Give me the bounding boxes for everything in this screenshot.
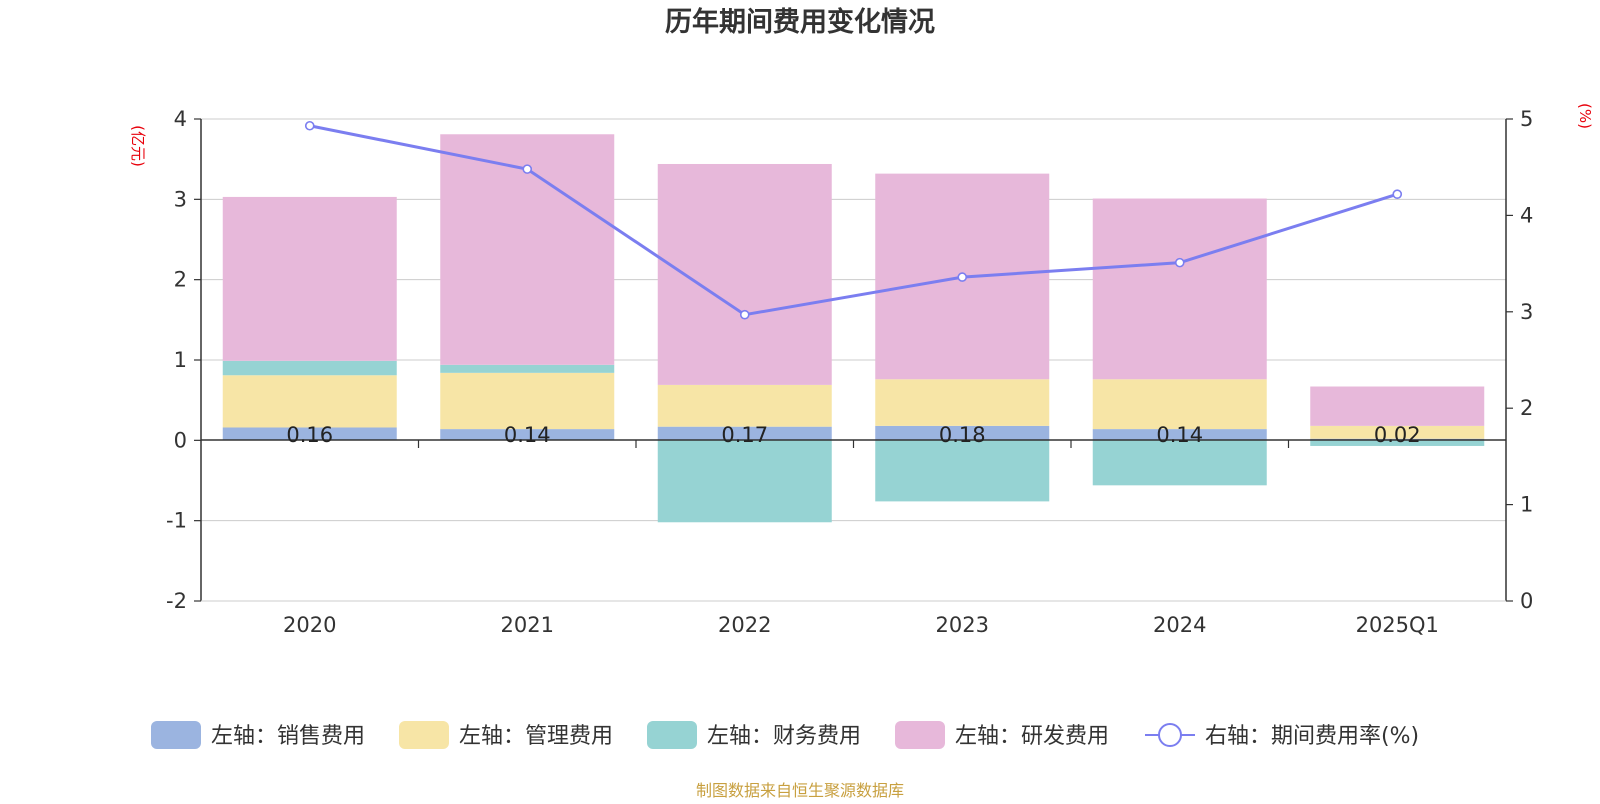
left-axis-unit: (亿元) xyxy=(129,125,147,167)
bar-layer xyxy=(222,134,1485,523)
data-label: 0.14 xyxy=(1156,423,1203,447)
bar-rd xyxy=(222,196,397,361)
bar-sales xyxy=(440,429,615,441)
right-tick-label: 4 xyxy=(1520,203,1533,227)
right-tick-label: 0 xyxy=(1520,589,1533,613)
line-layer xyxy=(304,120,1403,320)
rate-line xyxy=(309,124,1398,317)
legend: 左轴：销售费用 左轴：管理费用 左轴：财务费用 左轴：研发费用 右轴：期间费用率(%) xyxy=(151,721,1419,749)
bar-sales xyxy=(1092,429,1267,441)
left-tick-label: 4 xyxy=(174,107,187,131)
bar-sales xyxy=(875,425,1050,441)
axes-layer: -2 -1 0 1 2 3 4 0 1 2 3 4 5 (亿元) (%) 2020 2021 2022 2023 20… xyxy=(129,103,1594,637)
legend-swatch-admin xyxy=(399,721,449,749)
legend-swatch-marker xyxy=(1158,723,1182,747)
right-tick-label: 2 xyxy=(1520,396,1533,420)
bar-admin xyxy=(657,384,832,427)
right-axis-unit: (%) xyxy=(1576,103,1594,129)
left-tick-label: 0 xyxy=(174,428,187,452)
legend-swatch-sales xyxy=(151,721,201,749)
rate-point xyxy=(1392,189,1403,199)
left-tick-label: -2 xyxy=(166,589,187,613)
legend-label-admin: 左轴：管理费用 xyxy=(459,724,613,749)
bar-finance xyxy=(440,364,615,373)
data-label: 0.16 xyxy=(286,423,333,447)
legend-swatch-rd xyxy=(895,721,945,749)
bar-finance xyxy=(875,440,1050,502)
rate-point xyxy=(739,309,750,320)
bar-finance xyxy=(657,440,832,523)
source-note: 制图数据来自恒生聚源数据库 xyxy=(696,781,904,800)
bar-rd xyxy=(1310,386,1485,426)
right-tick-label: 3 xyxy=(1520,300,1533,324)
rate-point xyxy=(522,164,533,174)
left-tick-label: 2 xyxy=(174,268,187,292)
legend-label-rate: 右轴：期间费用率(%) xyxy=(1205,724,1419,749)
bar-sales xyxy=(222,427,397,441)
right-tick-label: 1 xyxy=(1520,493,1533,517)
x-tick-label: 2022 xyxy=(718,613,771,637)
left-tick-label: 3 xyxy=(174,187,187,211)
x-tick-label: 2024 xyxy=(1153,613,1206,637)
bar-finance xyxy=(1092,440,1267,486)
bar-sales xyxy=(657,426,832,441)
legend-label-finance: 左轴：财务费用 xyxy=(707,724,861,749)
rate-point xyxy=(1174,257,1185,268)
legend-label-rd: 左轴：研发费用 xyxy=(955,724,1109,749)
legend-swatch-finance xyxy=(647,721,697,749)
bar-rd xyxy=(1092,198,1267,380)
data-label-layer: 0.16 0.14 0.17 0.18 0.14 0.02 xyxy=(286,423,1420,447)
data-label: 0.02 xyxy=(1374,423,1421,447)
bar-finance xyxy=(222,360,397,376)
left-tick-label: -1 xyxy=(166,509,187,533)
rate-point xyxy=(304,120,315,131)
rate-point xyxy=(957,272,968,282)
bar-admin xyxy=(1310,425,1485,439)
chart-title: 历年期间费用变化情况 xyxy=(665,6,935,38)
right-tick-label: 5 xyxy=(1520,107,1533,131)
bar-admin xyxy=(222,375,397,428)
bar-admin xyxy=(1092,379,1267,430)
data-label: 0.14 xyxy=(504,423,551,447)
legend-label-sales: 左轴：销售费用 xyxy=(211,724,365,749)
x-tick-label: 2023 xyxy=(936,613,989,637)
bar-admin xyxy=(875,379,1050,426)
bar-admin xyxy=(440,372,615,430)
left-tick-label: 1 xyxy=(174,348,187,372)
x-tick-label: 2021 xyxy=(501,613,554,637)
bar-finance xyxy=(1310,440,1485,446)
x-tick-label: 2025Q1 xyxy=(1356,613,1439,637)
x-tick-label: 2020 xyxy=(283,613,336,637)
data-label: 0.17 xyxy=(721,423,768,447)
data-label: 0.18 xyxy=(939,423,986,447)
